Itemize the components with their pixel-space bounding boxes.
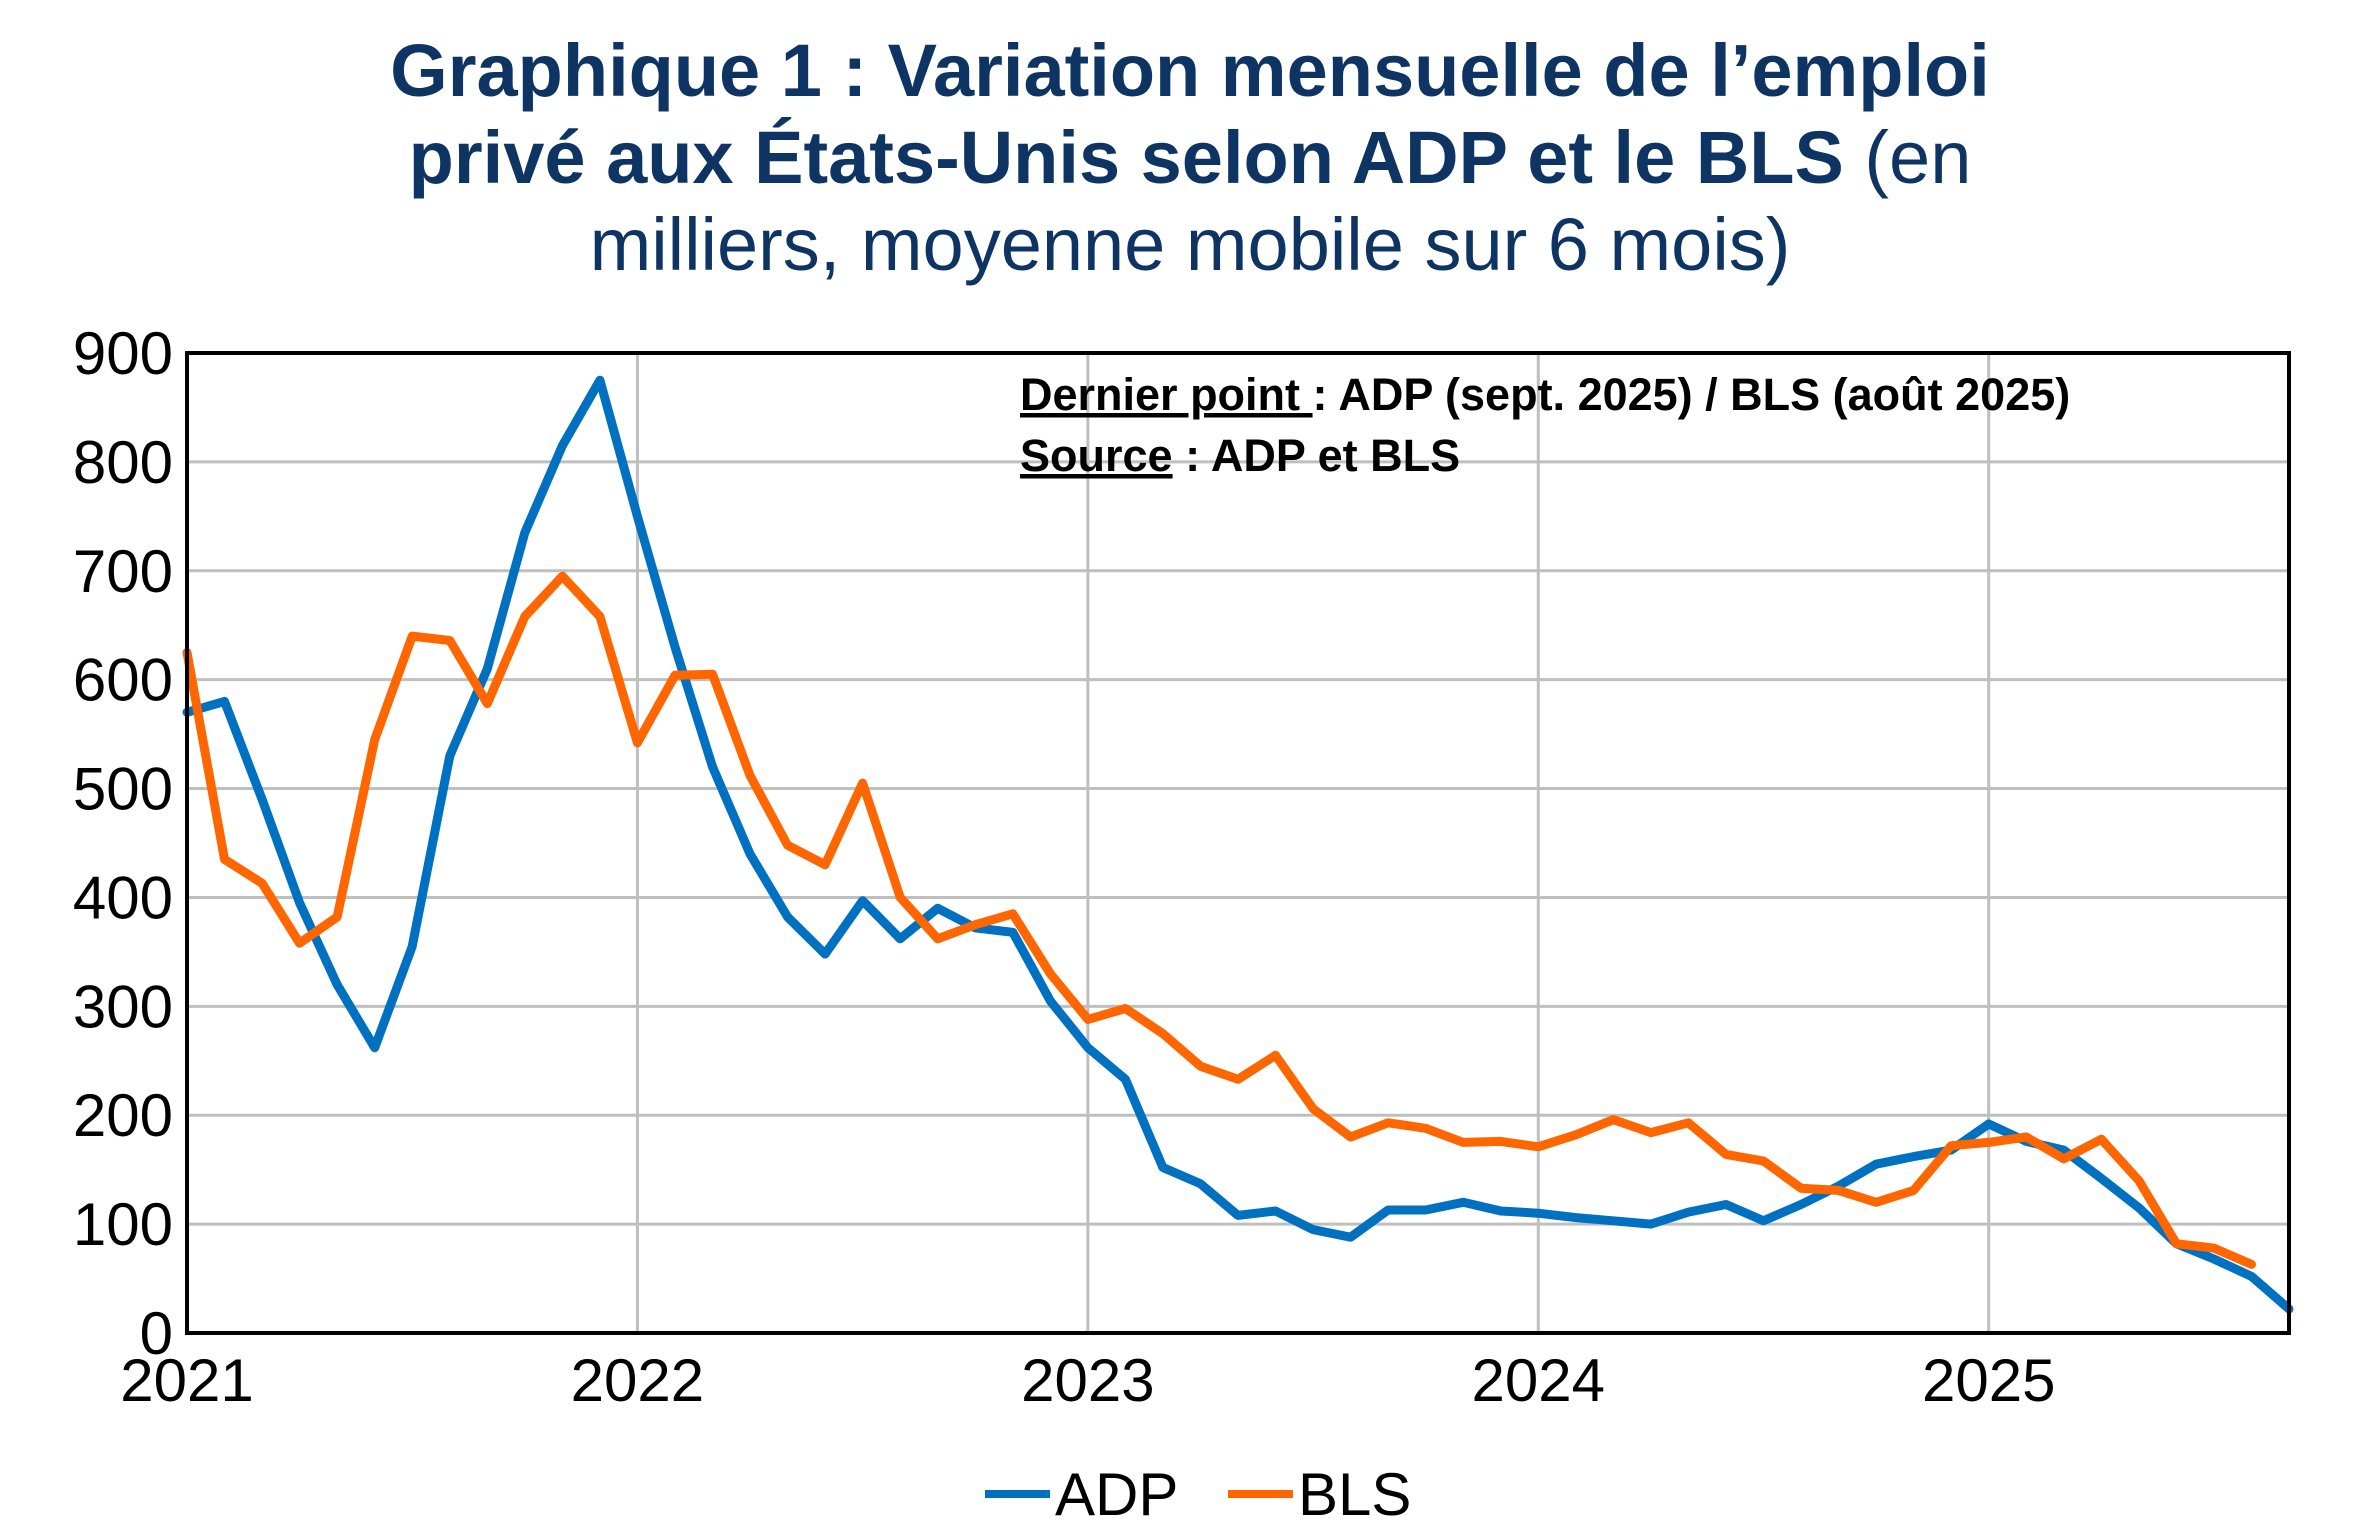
legend: ADP BLS bbox=[985, 1461, 1411, 1528]
annotation-source: Source : ADP et BLS bbox=[1020, 430, 1460, 481]
y-tick-label: 900 bbox=[73, 320, 173, 387]
x-tick-label: 2023 bbox=[1021, 1347, 1154, 1414]
source-text: : ADP et BLS bbox=[1173, 430, 1461, 481]
chart-title-line-2: privé aux États-Unis selon ADP et le BLS… bbox=[409, 116, 1972, 199]
gridlines bbox=[187, 351, 2289, 1335]
y-tick-label: 300 bbox=[73, 973, 173, 1040]
y-tick-label: 700 bbox=[73, 538, 173, 605]
series-line-adp bbox=[182, 375, 2294, 1314]
plot-frame bbox=[185, 351, 2291, 1335]
y-tick-label: 400 bbox=[73, 864, 173, 931]
x-tick-label: 2022 bbox=[571, 1347, 704, 1414]
last-point-label: Dernier point bbox=[1020, 369, 1313, 420]
source-label: Source bbox=[1020, 430, 1173, 481]
y-tick-label: 100 bbox=[73, 1191, 173, 1258]
y-tick-label: 200 bbox=[73, 1082, 173, 1149]
y-axis: 0 100 200 300 400 500 600 700 800 900 bbox=[73, 320, 173, 1367]
series-line-bls bbox=[182, 571, 2256, 1269]
series-lines bbox=[182, 375, 2294, 1314]
legend-label-bls: BLS bbox=[1298, 1461, 1411, 1528]
chart-title-line-1: Graphique 1 : Variation mensuelle de l’e… bbox=[390, 29, 1990, 112]
annotation-last-point: Dernier point : ADP (sept. 2025) / BLS (… bbox=[1020, 369, 2070, 420]
x-tick-label: 2024 bbox=[1472, 1347, 1605, 1414]
last-point-text: : ADP (sept. 2025) / BLS (août 2025) bbox=[1313, 369, 2071, 420]
x-axis: 2021 2022 2023 2024 2025 bbox=[120, 1347, 2055, 1414]
chart-title-line-3: milliers, moyenne mobile sur 6 mois) bbox=[590, 203, 1791, 286]
chart-title-line-2-bold: privé aux États-Unis selon ADP et le BLS bbox=[409, 116, 1844, 199]
x-tick-label: 2025 bbox=[1922, 1347, 2055, 1414]
chart-title-line-2-normal: (en bbox=[1844, 116, 1972, 199]
y-tick-label: 600 bbox=[73, 647, 173, 714]
y-tick-label: 800 bbox=[73, 429, 173, 496]
y-tick-label: 0 bbox=[140, 1300, 173, 1367]
y-tick-label: 500 bbox=[73, 756, 173, 823]
x-tick-label: 2021 bbox=[120, 1347, 253, 1414]
legend-label-adp: ADP bbox=[1055, 1461, 1178, 1528]
